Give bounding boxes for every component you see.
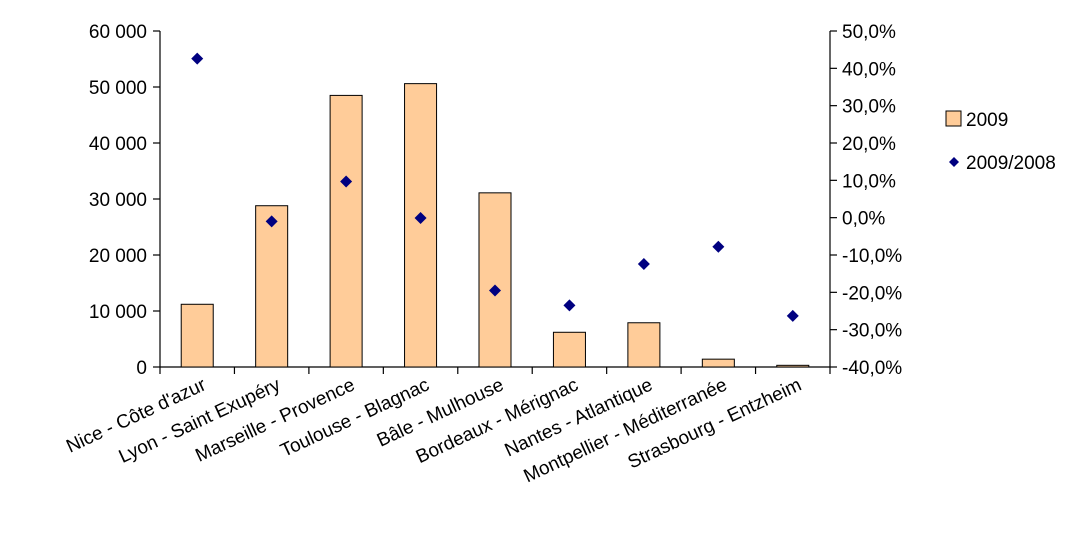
bar-series-2009	[180, 83, 810, 368]
point	[414, 212, 427, 225]
right-tick-label: 30,0%	[842, 97, 896, 118]
bar	[404, 83, 438, 368]
right-tick-label: 40,0%	[842, 59, 896, 80]
right-tick-label: 10,0%	[842, 171, 896, 192]
bar	[180, 303, 214, 368]
point	[563, 299, 576, 312]
left-tick-label: 60 000	[89, 22, 147, 43]
right-tick-label: 0,0%	[842, 209, 885, 230]
bar	[255, 205, 289, 368]
legend-swatch-2009-2008	[949, 157, 959, 167]
bar	[478, 192, 512, 368]
legend: 2009 2009/2008	[945, 110, 1056, 174]
legend-label-2009-2008: 2009/2008	[966, 153, 1056, 174]
x-axis	[159, 366, 831, 374]
legend-label-2009: 2009	[966, 110, 1008, 131]
left-tick-label: 30 000	[89, 190, 147, 211]
legend-swatch-2009	[945, 110, 962, 127]
bar	[776, 364, 810, 368]
point	[786, 309, 799, 322]
bar	[552, 331, 586, 368]
right-tick-label: -20,0%	[842, 283, 902, 304]
left-tick-label: 0	[136, 358, 147, 379]
point	[489, 284, 501, 297]
right-tick-label: -40,0%	[842, 358, 902, 379]
point	[340, 175, 353, 188]
point	[191, 52, 204, 65]
scatter-series-2009-2008	[191, 52, 799, 322]
bar	[329, 94, 363, 368]
left-tick-label: 50 000	[89, 78, 147, 99]
point	[265, 215, 278, 228]
point	[637, 257, 650, 270]
right-tick-label: -10,0%	[842, 246, 902, 267]
left-tick-label: 40 000	[89, 134, 147, 155]
bar	[627, 322, 661, 368]
left-tick-label: 10 000	[89, 302, 147, 323]
left-tick-label: 20 000	[89, 246, 147, 267]
right-y-axis: -40,0% -30,0% -20,0% -10,0% 0,0% 10,0% 20,0% 30…	[829, 22, 902, 379]
right-tick-label: 20,0%	[842, 134, 896, 155]
right-tick-label: 50,0%	[842, 22, 896, 43]
right-tick-label: -30,0%	[842, 321, 902, 342]
point	[712, 240, 725, 253]
bar	[701, 358, 735, 368]
left-y-axis: 0 10 000 20 000 30 000 40 000 50 000 60 000	[89, 22, 161, 379]
